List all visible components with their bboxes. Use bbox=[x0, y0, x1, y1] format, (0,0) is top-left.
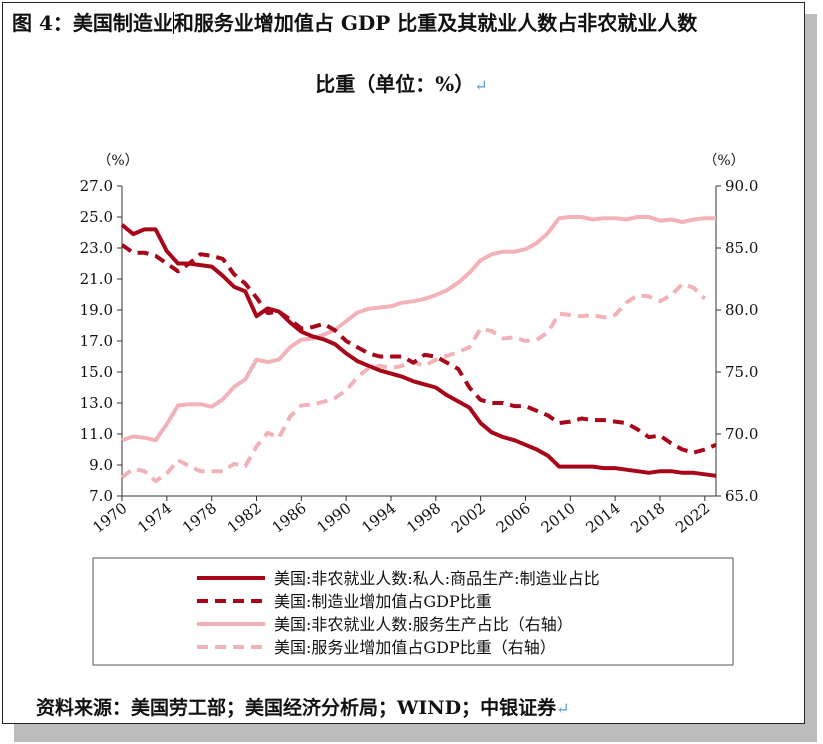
x-tick-label: 1998 bbox=[403, 499, 444, 537]
left-tick-label: 15.0 bbox=[80, 363, 113, 381]
x-tick-label: 1978 bbox=[179, 499, 220, 537]
right-tick-label: 85.0 bbox=[725, 239, 758, 257]
x-tick-label: 2022 bbox=[672, 499, 713, 537]
left-unit-label: （%） bbox=[97, 153, 138, 169]
title-part-1: 图 4：美国制造业 bbox=[12, 11, 173, 35]
right-tick-label: 70.0 bbox=[725, 425, 758, 443]
series-line-1 bbox=[120, 223, 717, 478]
left-tick-label: 27.0 bbox=[80, 177, 113, 195]
return-mark-icon: ↵ bbox=[474, 76, 488, 95]
x-tick-label: 1986 bbox=[269, 499, 310, 537]
x-tick-label: 2014 bbox=[582, 499, 623, 537]
x-tick-label: 1982 bbox=[224, 499, 265, 537]
x-tick-label: 1974 bbox=[134, 499, 175, 537]
right-tick-label: 75.0 bbox=[725, 363, 758, 381]
left-tick-label: 23.0 bbox=[80, 239, 113, 257]
x-tick-label: 1994 bbox=[358, 499, 399, 537]
left-tick-label: 17.0 bbox=[80, 332, 113, 350]
left-tick-label: 25.0 bbox=[80, 208, 113, 226]
title-part-2: 和服务业增加值占 GDP 比重及其就业人数占非农就业人数 bbox=[173, 11, 698, 35]
left-tick-label: 19.0 bbox=[80, 301, 113, 319]
source-text: 资料来源：美国劳工部；美国经济分析局；WIND；中银证券 bbox=[36, 697, 557, 719]
left-tick-label: 11.0 bbox=[80, 425, 113, 443]
series-line-2 bbox=[120, 243, 717, 455]
legend-label-3: 美国:非农就业人数:服务生产占比（右轴） bbox=[274, 615, 573, 634]
right-tick-label: 65.0 bbox=[725, 487, 758, 505]
right-tick-label: 80.0 bbox=[725, 301, 758, 319]
x-tick-label: 2018 bbox=[627, 499, 668, 537]
chart-title-line-2: 比重（单位：%）↵ bbox=[0, 68, 803, 97]
chart-series bbox=[120, 215, 717, 484]
source-return-mark-icon: ↵ bbox=[556, 699, 570, 718]
text-cursor bbox=[172, 12, 174, 34]
x-tick-label: 2006 bbox=[493, 499, 534, 537]
legend-label-1: 美国:非农就业人数:私人:商品生产:制造业占比 bbox=[274, 569, 600, 588]
chart-axes: 27.0 25.0 23.0 21.0 19.0 17.0 15.0 13.0 11.0 9.0 7… bbox=[80, 153, 759, 537]
left-tick-label: 9.0 bbox=[89, 456, 113, 474]
right-unit-label: （%） bbox=[703, 153, 744, 169]
x-tick-label: 2002 bbox=[448, 499, 489, 537]
left-tick-label: 21.0 bbox=[80, 270, 113, 288]
left-tick-label: 13.0 bbox=[80, 394, 113, 412]
x-tick-label: 1990 bbox=[313, 499, 354, 537]
left-tick-label: 7.0 bbox=[89, 487, 113, 505]
right-tick-label: 90.0 bbox=[725, 177, 758, 195]
legend-label-2: 美国:制造业增加值占GDP比重 bbox=[274, 592, 492, 611]
legend-label-4: 美国:服务业增加值占GDP比重（右轴） bbox=[274, 638, 556, 657]
chart-legend: 美国:非农就业人数:私人:商品生产:制造业占比美国:制造业增加值占GDP比重美国… bbox=[92, 557, 734, 666]
source-note: 资料来源：美国劳工部；美国经济分析局；WIND；中银证券↵ bbox=[36, 693, 569, 720]
x-tick-label: 2010 bbox=[538, 499, 579, 537]
title-line-2-text: 比重（单位：%） bbox=[315, 72, 475, 96]
chart-title: 图 4：美国制造业和服务业增加值占 GDP 比重及其就业人数占非农就业人数 bbox=[12, 8, 802, 38]
series-line-3 bbox=[121, 215, 716, 443]
